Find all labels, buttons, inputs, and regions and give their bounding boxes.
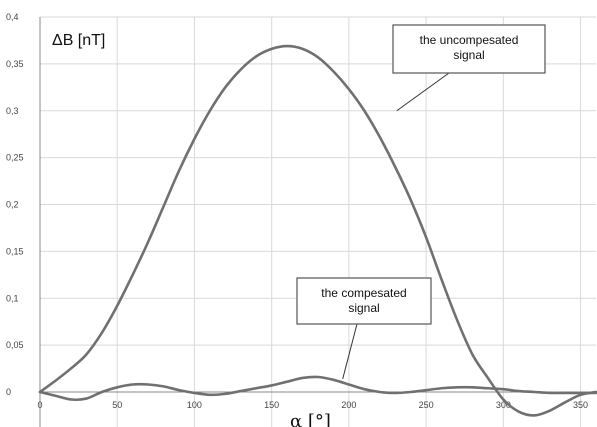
y-axis-label: ΔB [nT] — [52, 32, 105, 49]
y-tick-label: 0 — [6, 387, 11, 397]
axes — [39, 17, 596, 427]
uncompensated-signal-line — [38, 44, 597, 417]
callout-box — [296, 277, 432, 325]
x-tick-label: 150 — [264, 400, 279, 410]
x-tick-label: 100 — [187, 400, 202, 410]
tick-labels: 0 0,05 0,1 0,15 0,2 0,25 0,3 0,35 0,4 0 50 100 150 20… — [6, 12, 588, 410]
callout-text: the uncompesated — [420, 33, 519, 47]
x-tick-label: 300 — [496, 400, 511, 410]
compensated-signal-line — [38, 375, 597, 402]
series-lines — [38, 44, 597, 417]
y-tick-label: 0,25 — [6, 153, 24, 163]
y-tick-label: 0,15 — [6, 246, 24, 256]
x-tick-label: 350 — [573, 400, 588, 410]
grid — [39, 16, 596, 427]
x-axis-label: α [°] — [290, 411, 331, 427]
y-tick-label: 0,05 — [6, 340, 24, 350]
y-tick-label: 0,1 — [6, 293, 19, 303]
callout-text: the compesated — [321, 286, 406, 300]
x-tick-label: 200 — [341, 400, 356, 410]
x-tick-label: 50 — [112, 400, 122, 410]
callout-text: signal — [348, 301, 379, 315]
y-tick-label: 0,4 — [6, 12, 19, 22]
callout-box — [392, 24, 546, 74]
callout-leader-line — [396, 72, 450, 112]
callout-leader-line — [342, 323, 358, 380]
x-tick-label: 250 — [419, 400, 434, 410]
x-tick-label: 0 — [37, 400, 42, 410]
y-tick-label: 0,3 — [6, 106, 19, 116]
y-tick-label: 0,35 — [6, 59, 24, 69]
y-tick-label: 0,2 — [6, 200, 19, 210]
callout-text: signal — [453, 48, 484, 62]
